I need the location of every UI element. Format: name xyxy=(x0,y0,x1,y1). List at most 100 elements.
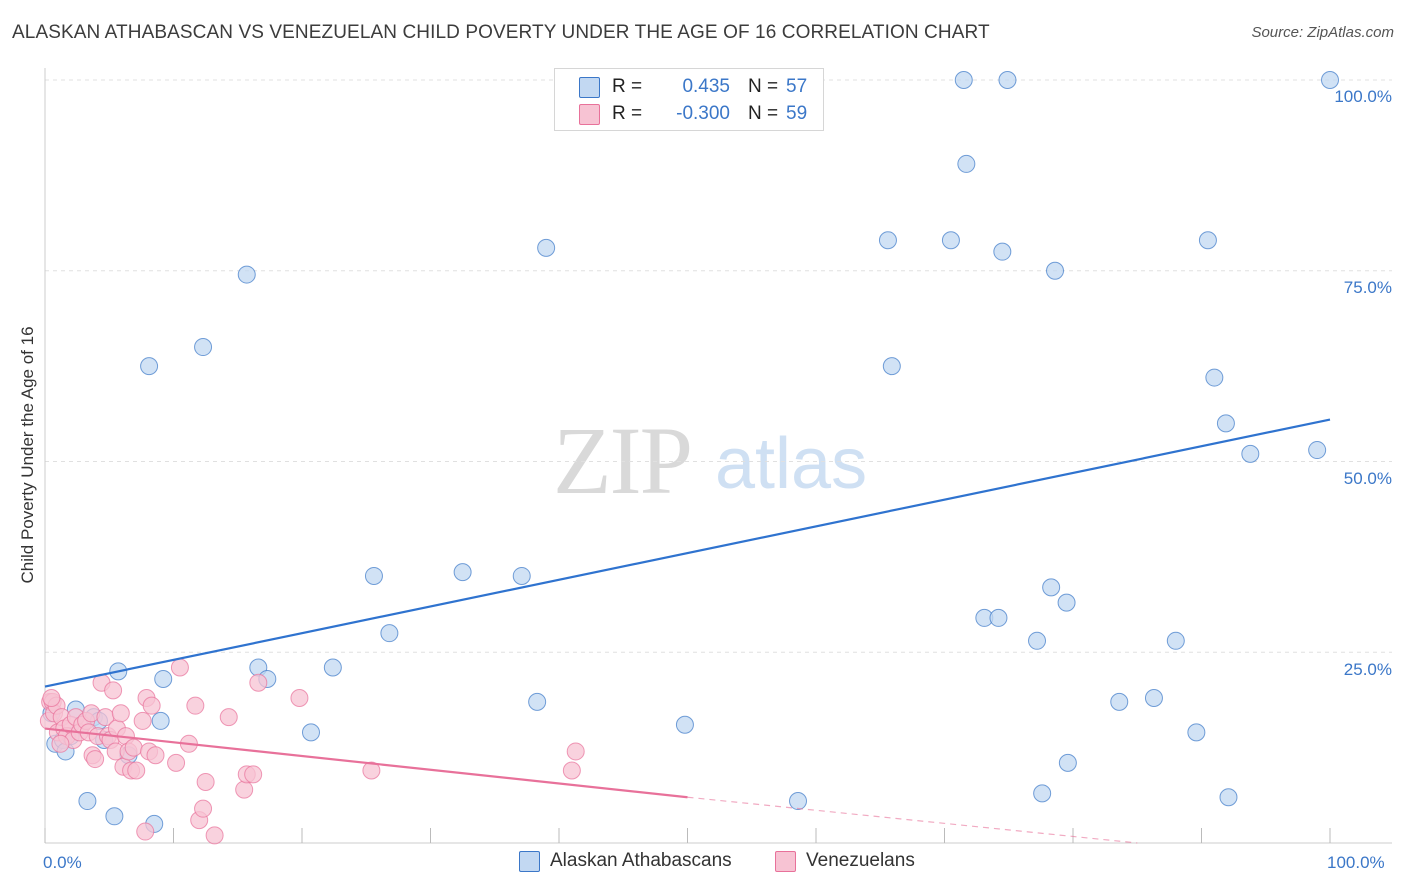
legend-r-value: -0.300 xyxy=(676,103,730,124)
venezuelan-point xyxy=(133,711,152,730)
legend-item-athabascans[interactable]: Alaskan Athabascans xyxy=(519,850,732,872)
y-tick-label-25: 25.0% xyxy=(1343,660,1392,679)
athabascan-point xyxy=(528,692,547,711)
athabascan-point xyxy=(1028,631,1047,650)
athabascan-point xyxy=(789,792,808,811)
legend-swatch-pink xyxy=(579,103,600,125)
athabascan-point xyxy=(989,608,1008,627)
venezuelan-point xyxy=(146,746,165,765)
venezuelan-point xyxy=(290,689,309,708)
legend-n-label: N = xyxy=(748,103,779,124)
athabascan-point xyxy=(1241,444,1260,463)
x-tick-label-0: 0.0% xyxy=(43,853,82,872)
athabascan-point xyxy=(237,265,256,284)
athabascan-point xyxy=(998,71,1017,89)
athabascan-point xyxy=(1321,71,1339,89)
athabascan-point xyxy=(1216,414,1235,433)
athabascan-point xyxy=(993,242,1012,261)
y-tick-label-75: 75.0% xyxy=(1343,278,1392,297)
venezuelan-point xyxy=(86,750,105,769)
legend-row-athabascan: R = 0.435 N = 57 xyxy=(579,76,807,98)
legend-n-value: 57 xyxy=(786,76,808,97)
legend-r-label: R = xyxy=(612,103,643,124)
venezuelan-point xyxy=(205,826,224,845)
venezuelan-point xyxy=(186,696,205,715)
venezuelan-trend-line xyxy=(44,727,688,799)
venezuelan-point xyxy=(235,780,254,799)
athabascan-point xyxy=(1042,578,1061,597)
y-tick-label-50: 50.0% xyxy=(1343,469,1392,488)
athabascan-point xyxy=(453,563,472,582)
venezuelan-point xyxy=(244,765,263,784)
athabascan-point xyxy=(323,658,342,677)
athabascan-point xyxy=(380,624,399,643)
athabascan-point xyxy=(675,715,694,734)
correlation-legend: R = 0.435 N = 57 R = -0.300 N = 59 xyxy=(554,68,824,131)
venezuelan-point xyxy=(249,673,268,692)
athabascan-point xyxy=(512,566,531,585)
legend-item-venezuelans[interactable]: Venezuelans xyxy=(775,850,915,872)
watermark-zip: ZIP xyxy=(553,407,693,514)
athabascan-point xyxy=(1308,441,1327,460)
legend-r-value: 0.435 xyxy=(682,76,730,97)
watermark-atlas: atlas xyxy=(715,424,868,504)
legend-swatch-blue xyxy=(519,850,540,872)
athabascan-point xyxy=(882,357,901,376)
athabascan-point xyxy=(537,238,556,257)
venezuelan-point xyxy=(194,799,213,818)
venezuelan-point xyxy=(196,772,215,791)
legend-swatch-blue xyxy=(579,76,600,98)
athabascan-point xyxy=(105,807,124,826)
legend-row-venezuelan: R = -0.300 N = 59 xyxy=(579,103,807,125)
venezuelan-point xyxy=(170,658,189,677)
athabascan-point xyxy=(151,711,170,730)
venezuelan-point xyxy=(167,753,186,772)
venezuelan-point xyxy=(51,734,70,753)
athabascan-point xyxy=(1187,723,1206,742)
source-label: Source: ZipAtlas.com xyxy=(1251,24,1394,41)
legend-label-venezuelans: Venezuelans xyxy=(806,850,915,871)
venezuelan-point xyxy=(562,761,581,780)
athabascan-point xyxy=(1219,788,1238,807)
y-tick-label-100: 100.0% xyxy=(1334,87,1392,106)
athabascan-point xyxy=(1205,368,1224,387)
athabascan-point xyxy=(1144,689,1163,708)
venezuelan-point xyxy=(136,822,155,841)
venezuelan-point xyxy=(111,704,130,723)
athabascan-point xyxy=(957,154,976,173)
x-tick-label-100: 100.0% xyxy=(1327,853,1385,872)
legend-swatch-pink xyxy=(775,850,796,872)
venezuelan-trend-extension xyxy=(687,796,1138,844)
venezuelan-point xyxy=(104,681,123,700)
venezuelan-point xyxy=(362,761,381,780)
venezuelan-point xyxy=(42,689,61,708)
athabascan-point xyxy=(878,231,897,250)
athabascan-point xyxy=(364,566,383,585)
athabascan-point xyxy=(1033,784,1052,803)
athabascan-point xyxy=(194,338,213,357)
venezuelan-point xyxy=(127,761,146,780)
venezuelan-point xyxy=(566,742,585,761)
athabascan-point xyxy=(941,231,960,250)
legend-r-label: R = xyxy=(612,76,643,97)
athabascan-point xyxy=(154,669,173,688)
legend-n-label: N = xyxy=(748,76,779,97)
athabascan-point xyxy=(954,71,973,89)
venezuelan-point xyxy=(124,738,143,757)
venezuelan-point xyxy=(142,696,161,715)
athabascan-point xyxy=(1198,231,1217,250)
athabascan-point xyxy=(1110,692,1129,711)
athabascan-point xyxy=(1166,631,1185,650)
athabascan-point xyxy=(1058,753,1077,772)
athabascan-trend-line xyxy=(44,418,1331,688)
chart-title: ALASKAN ATHABASCAN VS VENEZUELAN CHILD P… xyxy=(12,22,990,43)
athabascan-point xyxy=(78,792,97,811)
athabascan-point xyxy=(140,357,159,376)
athabascan-point xyxy=(1046,261,1065,280)
athabascan-point xyxy=(1057,593,1076,612)
legend-label-athabascans: Alaskan Athabascans xyxy=(550,850,732,871)
venezuelan-point xyxy=(219,708,238,727)
athabascan-point xyxy=(301,723,320,742)
legend-n-value: 59 xyxy=(786,103,808,124)
